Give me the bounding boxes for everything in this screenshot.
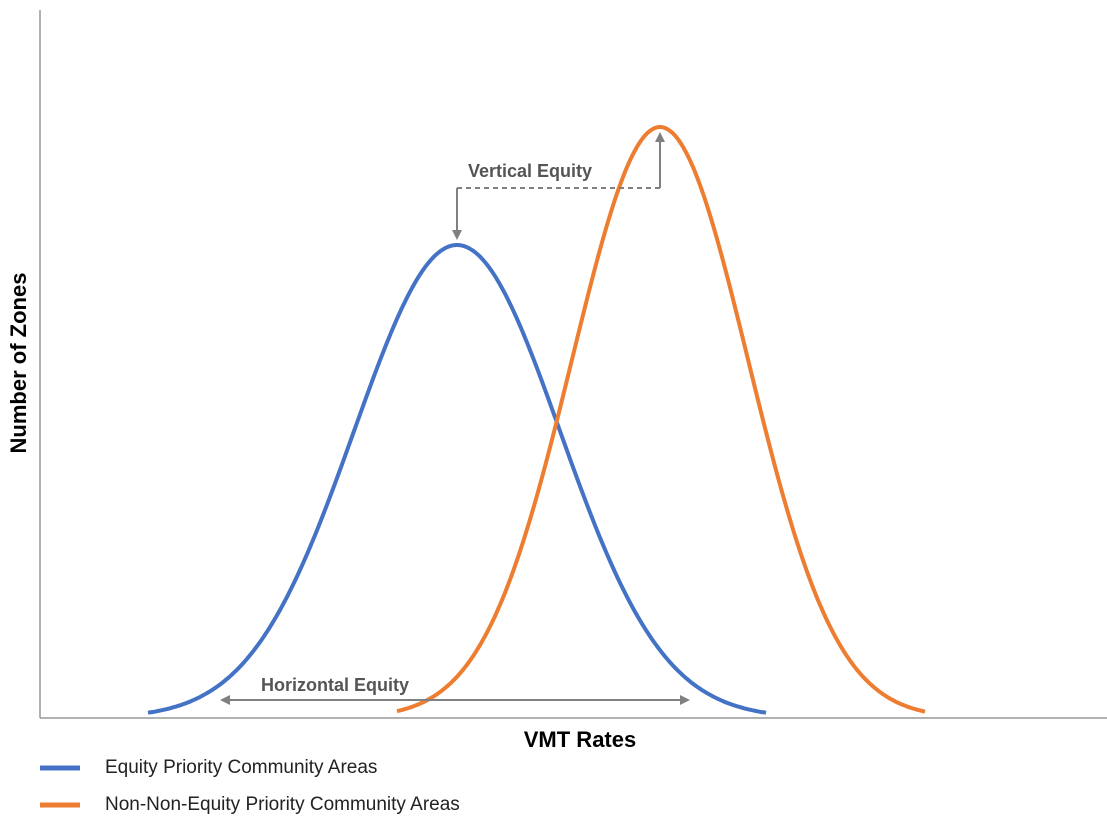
annotation: Vertical Equity xyxy=(468,161,592,181)
legend-label: Non-Non-Equity Priority Community Areas xyxy=(105,794,460,815)
legend-label: Equity Priority Community Areas xyxy=(105,757,377,778)
x-axis-label: VMT Rates xyxy=(524,727,636,752)
equity-curve xyxy=(147,243,767,715)
y-axis-label: Number of Zones xyxy=(6,273,31,454)
annotation: Horizontal Equity xyxy=(261,675,409,695)
non-equity-curve xyxy=(396,125,926,714)
